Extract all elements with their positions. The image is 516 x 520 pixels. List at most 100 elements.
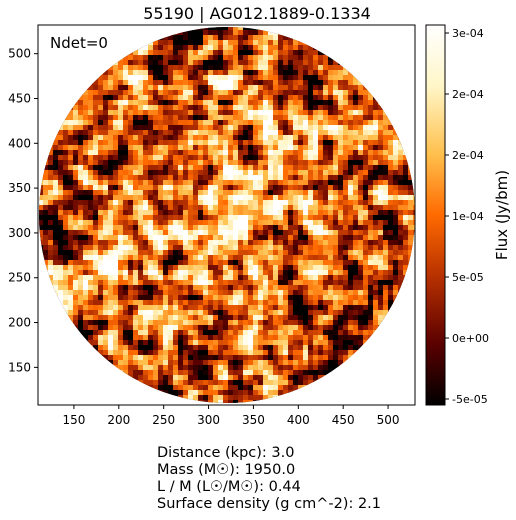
heatmap-cell [198, 215, 203, 220]
heatmap-cell [208, 70, 213, 75]
heatmap-cell [363, 90, 368, 95]
heatmap-cell [363, 140, 368, 145]
heatmap-cell [233, 225, 238, 230]
heatmap-cell [278, 295, 283, 300]
heatmap-cell [213, 330, 218, 335]
heatmap-cell [228, 85, 233, 90]
heatmap-cell [408, 200, 413, 205]
heatmap-cell [343, 275, 348, 280]
heatmap-cell [318, 315, 323, 320]
heatmap-cell [248, 330, 253, 335]
heatmap-cell [393, 225, 398, 230]
heatmap-cell [288, 80, 293, 85]
heatmap-cell [68, 295, 73, 300]
heatmap-cell [88, 260, 93, 265]
heatmap-cell [248, 50, 253, 55]
heatmap-cell [123, 350, 128, 355]
heatmap-cell [148, 160, 153, 165]
heatmap-cell [228, 185, 233, 190]
heatmap-cell [233, 315, 238, 320]
heatmap-cell [233, 250, 238, 255]
heatmap-cell [268, 80, 273, 85]
heatmap-cell [243, 240, 248, 245]
heatmap-cell [173, 385, 178, 390]
heatmap-cell [313, 265, 318, 270]
heatmap-cell [193, 100, 198, 105]
heatmap-cell [318, 60, 323, 65]
heatmap-cell [43, 250, 48, 255]
heatmap-cell [313, 365, 318, 370]
heatmap-cell [243, 100, 248, 105]
heatmap-cell [108, 260, 113, 265]
heatmap-cell [318, 160, 323, 165]
heatmap-cell [103, 125, 108, 130]
heatmap-cell [278, 235, 283, 240]
heatmap-cell [233, 150, 238, 155]
heatmap-cell [243, 195, 248, 200]
heatmap-cell [323, 90, 328, 95]
heatmap-cell [128, 120, 133, 125]
heatmap-cell [248, 295, 253, 300]
heatmap-cell [163, 35, 168, 40]
heatmap-cell [398, 240, 403, 245]
heatmap-cell [193, 160, 198, 165]
heatmap-cell [223, 380, 228, 385]
heatmap-cell [53, 255, 58, 260]
heatmap-cell [243, 220, 248, 225]
heatmap-cell [243, 215, 248, 220]
heatmap-cell [373, 205, 378, 210]
heatmap-cell [298, 190, 303, 195]
heatmap-cell [373, 210, 378, 215]
heatmap-cell [223, 50, 228, 55]
heatmap-cell [63, 220, 68, 225]
heatmap-cell [298, 310, 303, 315]
heatmap-cell [173, 85, 178, 90]
heatmap-cell [368, 110, 373, 115]
heatmap-cell [108, 175, 113, 180]
heatmap-cell [223, 165, 228, 170]
heatmap-cell [343, 155, 348, 160]
heatmap-cell [98, 195, 103, 200]
heatmap-cell [263, 305, 268, 310]
heatmap-cell [218, 350, 223, 355]
heatmap-cell [248, 320, 253, 325]
heatmap-cell [168, 200, 173, 205]
heatmap-cell [173, 100, 178, 105]
heatmap-cell [388, 165, 393, 170]
heatmap-cell [318, 140, 323, 145]
heatmap-cell [173, 205, 178, 210]
heatmap-cell [118, 120, 123, 125]
info-distance-value: 3.0 [271, 445, 295, 461]
heatmap-cell [173, 105, 178, 110]
heatmap-cell [243, 315, 248, 320]
heatmap-cell [153, 245, 158, 250]
heatmap-cell [118, 160, 123, 165]
heatmap-cell [323, 265, 328, 270]
heatmap-cell [218, 275, 223, 280]
heatmap-cell [48, 275, 53, 280]
heatmap-cell [333, 185, 338, 190]
heatmap-cell [353, 205, 358, 210]
heatmap-cell [358, 130, 363, 135]
heatmap-cell [343, 70, 348, 75]
heatmap-cell [353, 130, 358, 135]
heatmap-cell [93, 105, 98, 110]
heatmap-cell [113, 300, 118, 305]
heatmap-cell [243, 105, 248, 110]
heatmap-cell [108, 320, 113, 325]
heatmap-cell [278, 355, 283, 360]
heatmap-cell [268, 35, 273, 40]
heatmap-cell [368, 100, 373, 105]
heatmap-cell [403, 190, 408, 195]
heatmap-cell [313, 60, 318, 65]
heatmap-cell [58, 160, 63, 165]
heatmap-cell [188, 385, 193, 390]
heatmap-cell [303, 270, 308, 275]
heatmap-cell [53, 245, 58, 250]
heatmap-cell [113, 205, 118, 210]
heatmap-cell [133, 80, 138, 85]
heatmap-cell [343, 115, 348, 120]
heatmap-cell [188, 240, 193, 245]
heatmap-cell [243, 80, 248, 85]
heatmap-cell [393, 280, 398, 285]
